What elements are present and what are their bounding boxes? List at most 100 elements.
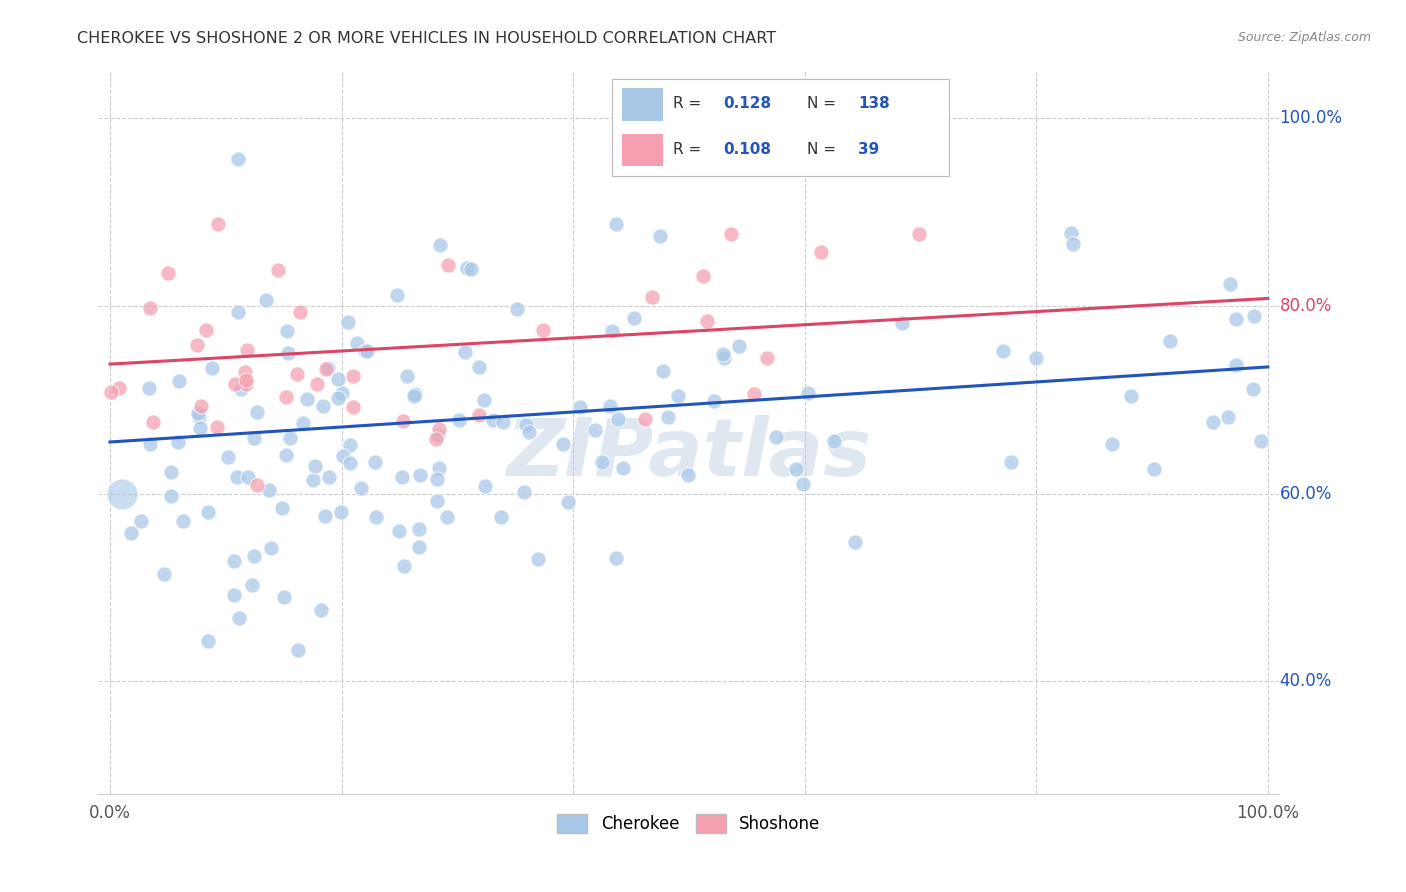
Point [363, 454, 385, 468]
Point [260, 541, 283, 555]
Text: CHEROKEE VS SHOSHONE 2 OR MORE VEHICLES IN HOUSEHOLD CORRELATION CHART: CHEROKEE VS SHOSHONE 2 OR MORE VEHICLES … [77, 31, 776, 46]
Point [231, 382, 253, 396]
Point [844, 534, 866, 549]
Point [1218, 409, 1240, 424]
Point [139, 437, 162, 451]
Point [329, 505, 352, 519]
Point [599, 400, 621, 414]
Point [1250, 434, 1272, 449]
Point [288, 304, 311, 318]
Point [512, 485, 534, 500]
Point [160, 489, 183, 503]
Point [197, 633, 219, 648]
Point [224, 377, 246, 392]
Point [583, 423, 606, 437]
Point [591, 454, 613, 468]
Point [711, 347, 734, 361]
Point [243, 431, 266, 445]
Point [188, 421, 211, 435]
Point [568, 401, 591, 415]
Point [172, 514, 194, 528]
Point [120, 525, 142, 540]
Point [387, 288, 409, 302]
Point [1243, 310, 1265, 324]
Point [605, 217, 627, 231]
Point [993, 344, 1015, 359]
Point [810, 244, 832, 259]
Point [160, 465, 183, 479]
Point [425, 433, 447, 447]
Point [224, 588, 246, 602]
Point [436, 259, 458, 273]
Point [129, 514, 152, 528]
Point [201, 361, 224, 376]
Point [246, 405, 269, 419]
Point [1159, 334, 1181, 348]
Point [468, 408, 491, 422]
Point [354, 343, 377, 358]
Point [404, 387, 426, 401]
Point [1119, 388, 1142, 402]
Point [315, 361, 337, 376]
Point [233, 365, 256, 379]
Point [139, 301, 162, 316]
Point [456, 261, 478, 276]
Point [460, 262, 482, 277]
Point [197, 505, 219, 519]
Point [167, 435, 190, 450]
Point [190, 400, 212, 414]
Point [491, 416, 513, 430]
Point [557, 495, 579, 509]
Point [337, 316, 360, 330]
Point [404, 389, 426, 403]
Point [531, 323, 554, 337]
Point [1000, 455, 1022, 469]
Point [235, 373, 257, 387]
Point [623, 311, 645, 326]
Point [157, 266, 180, 280]
Point [427, 422, 450, 436]
Point [346, 336, 368, 351]
Point [274, 390, 297, 404]
Point [228, 611, 250, 625]
Point [526, 552, 548, 566]
Point [640, 290, 662, 304]
Text: 80.0%: 80.0% [1279, 297, 1331, 315]
Point [785, 461, 807, 475]
Text: ZIPatlas: ZIPatlas [506, 416, 872, 493]
Point [482, 413, 505, 427]
Text: 60.0%: 60.0% [1279, 484, 1331, 502]
Point [364, 510, 387, 524]
Point [278, 431, 301, 445]
Point [468, 360, 491, 375]
Point [489, 510, 512, 524]
Point [332, 449, 354, 463]
Point [742, 387, 765, 401]
Point [285, 367, 308, 381]
Point [295, 392, 318, 406]
Point [339, 437, 361, 451]
Point [309, 603, 332, 617]
Point [728, 339, 751, 353]
Point [254, 293, 277, 307]
Point [600, 324, 623, 338]
Point [271, 500, 294, 515]
Point [1225, 358, 1247, 372]
Point [240, 577, 263, 591]
Point [765, 430, 787, 444]
Point [108, 381, 131, 395]
Text: Source: ZipAtlas.com: Source: ZipAtlas.com [1237, 31, 1371, 45]
Point [205, 420, 228, 434]
Point [1143, 461, 1166, 475]
Point [720, 227, 742, 242]
Point [676, 468, 699, 483]
Point [447, 413, 470, 427]
Point [226, 153, 249, 167]
Point [257, 483, 280, 497]
Point [287, 643, 309, 657]
Point [703, 394, 725, 409]
Point [426, 427, 449, 442]
Point [1101, 437, 1123, 451]
Point [756, 351, 779, 366]
Point [515, 418, 537, 433]
